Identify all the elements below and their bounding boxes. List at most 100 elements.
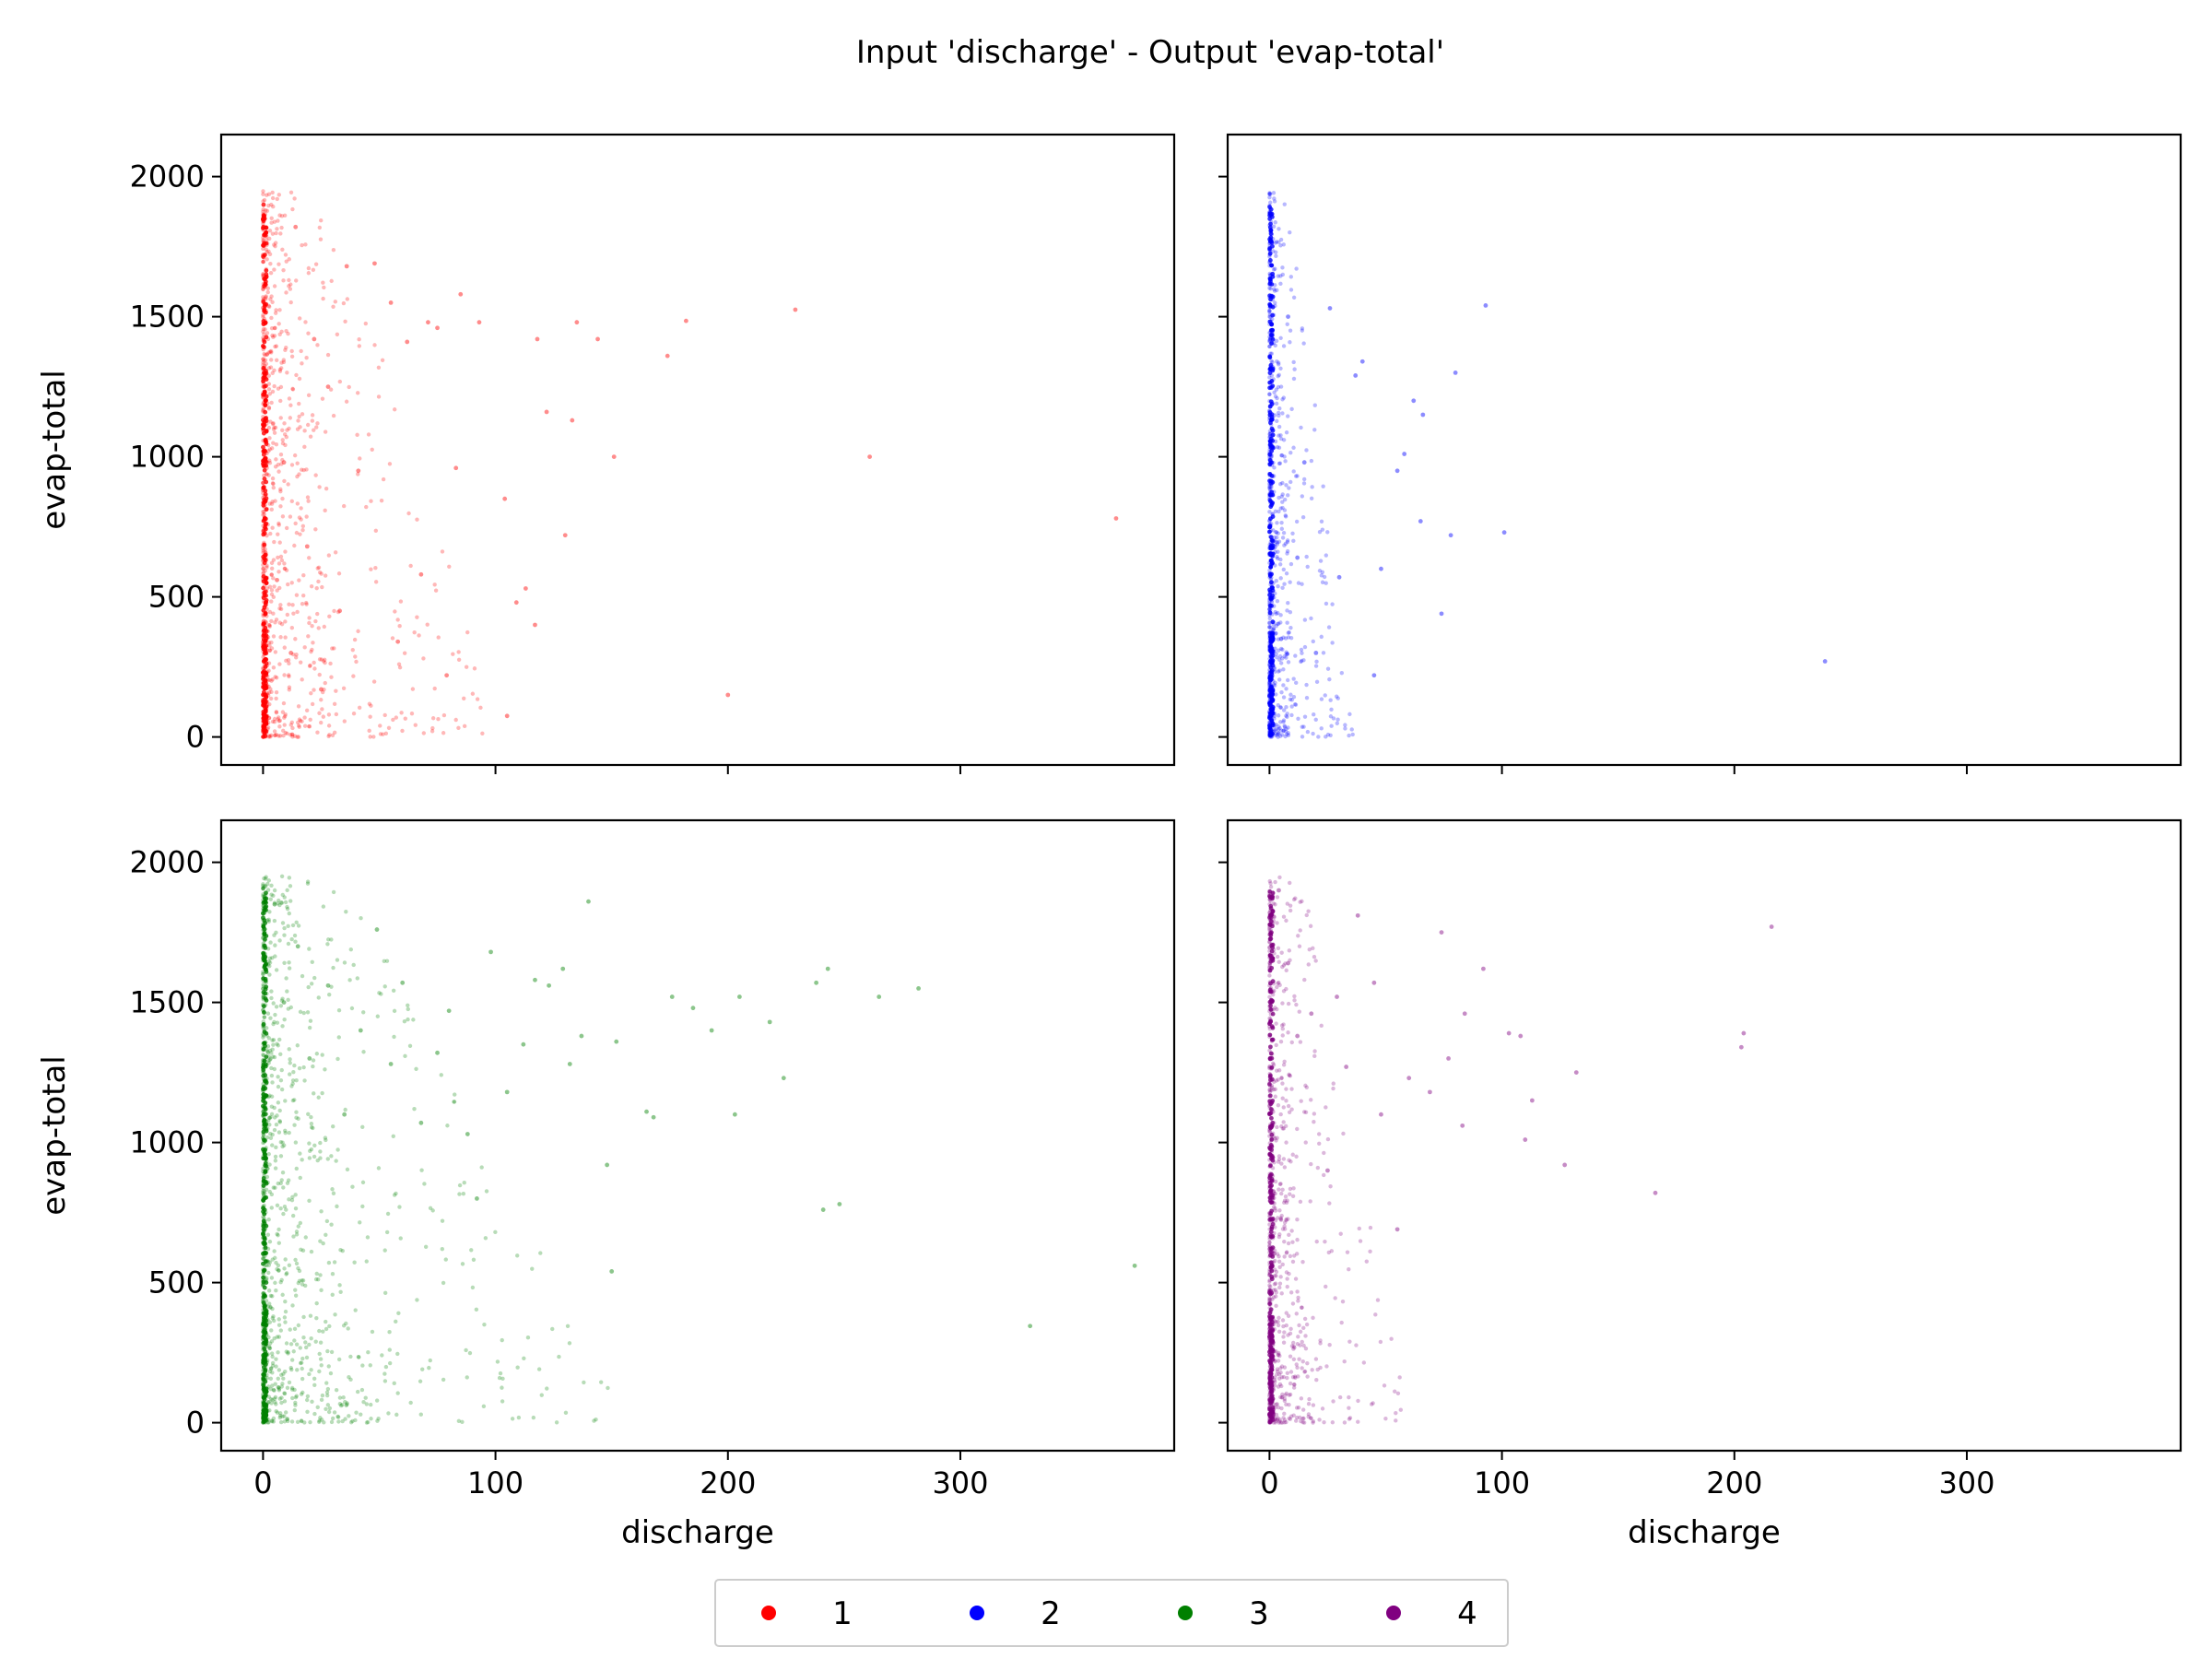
scatter-point (276, 218, 280, 223)
scatter-point (263, 1062, 268, 1067)
scatter-point (469, 1248, 474, 1253)
scatter-point (338, 1403, 344, 1408)
scatter-point (814, 980, 819, 985)
scatter-point (289, 354, 295, 359)
scatter-point (1418, 519, 1423, 524)
scatter-point (402, 1018, 407, 1024)
scatter-point (262, 477, 267, 481)
scatter-point (1288, 1326, 1293, 1332)
scatter-point (1291, 445, 1296, 450)
scatter-point (1276, 1323, 1281, 1328)
scatter-point (274, 689, 279, 695)
scatter-point (274, 344, 279, 348)
scatter-point (278, 1004, 284, 1008)
scatter-point (308, 1148, 312, 1153)
scatter-point (1299, 1099, 1303, 1103)
scatter-point (1281, 344, 1287, 348)
scatter-point (1280, 1027, 1285, 1031)
scatter-point (263, 1368, 268, 1372)
scatter-point (1306, 962, 1311, 967)
scatter-point (284, 290, 288, 295)
scatter-point (278, 1411, 283, 1416)
scatter-point (1483, 303, 1488, 308)
scatter-point (1326, 1250, 1332, 1255)
scatter-point (287, 257, 291, 262)
scatter-point (262, 651, 267, 655)
scatter-point (286, 1418, 290, 1424)
scatter-point (1278, 620, 1283, 625)
scatter-point (309, 690, 313, 696)
scatter-point (305, 879, 311, 884)
scatter-point (1267, 392, 1272, 396)
scatter-point (290, 1213, 296, 1218)
scatter-point (1270, 942, 1276, 947)
scatter-point (1330, 602, 1335, 606)
scatter-point (1272, 535, 1277, 540)
scatter-point (264, 1054, 269, 1060)
scatter-point (287, 1130, 291, 1135)
scatter-point (400, 980, 406, 985)
scatter-point (1284, 1087, 1288, 1091)
scatter-point (385, 1211, 391, 1217)
scatter-point (1271, 626, 1277, 631)
scatter-point (281, 1211, 286, 1217)
scatter-point (1270, 1221, 1276, 1227)
scatter-point (371, 735, 376, 739)
scatter-point (318, 1239, 323, 1243)
scatter-point (1278, 335, 1283, 340)
scatter-point (298, 718, 303, 724)
scatter-point (279, 360, 284, 365)
scatter-point (298, 660, 303, 665)
scatter-point (320, 689, 325, 695)
scatter-point (273, 499, 277, 503)
scatter-point (1295, 1237, 1300, 1242)
scatter-point (1301, 1420, 1307, 1425)
scatter-point (274, 1357, 278, 1361)
scatter-point (270, 1371, 275, 1375)
scatter-point (1268, 1385, 1273, 1391)
scatter-point (1267, 258, 1273, 263)
scatter-point (352, 637, 358, 642)
scatter-point (1305, 1374, 1310, 1379)
scatter-point (294, 530, 300, 535)
scatter-point (1295, 1289, 1300, 1294)
scatter-point (274, 1408, 278, 1414)
scatter-point (278, 1419, 284, 1425)
scatter-point (825, 966, 830, 971)
scatter-point (1280, 964, 1285, 970)
scatter-point (300, 524, 306, 529)
scatter-point (268, 531, 273, 536)
scatter-point (262, 1250, 267, 1255)
scatter-point (266, 1151, 271, 1157)
scatter-point (1269, 489, 1275, 495)
scatter-point (1300, 899, 1304, 904)
scatter-point (261, 621, 266, 627)
scatter-point (283, 635, 288, 640)
scatter-point (261, 452, 266, 457)
scatter-point (288, 190, 294, 194)
scatter-point (1277, 1376, 1282, 1381)
scatter-point (1290, 1152, 1295, 1157)
scatter-point (262, 1015, 267, 1019)
scatter-point (298, 1151, 302, 1156)
scatter-point (1279, 1291, 1284, 1296)
scatter-point (361, 1050, 366, 1054)
scatter-point (270, 677, 275, 682)
scatter-point (268, 419, 273, 424)
scatter-point (1267, 192, 1272, 196)
scatter-point (264, 581, 269, 586)
scatter-point (375, 1014, 381, 1018)
scatter-point (337, 1401, 343, 1406)
scatter-point (1282, 543, 1287, 547)
scatter-point (1285, 677, 1290, 683)
scatter-point (386, 1411, 391, 1416)
scatter-point (270, 719, 276, 724)
scatter-point (263, 569, 267, 573)
scatter-point (1272, 1383, 1277, 1388)
scatter-point (477, 320, 482, 325)
scatter-point (264, 429, 269, 433)
scatter-point (263, 488, 268, 493)
subplot-3: 0 100 200 3000500100015002000dischargeevap-… (36, 818, 1176, 1551)
scatter-point (1267, 194, 1272, 200)
scatter-point (1283, 636, 1288, 641)
